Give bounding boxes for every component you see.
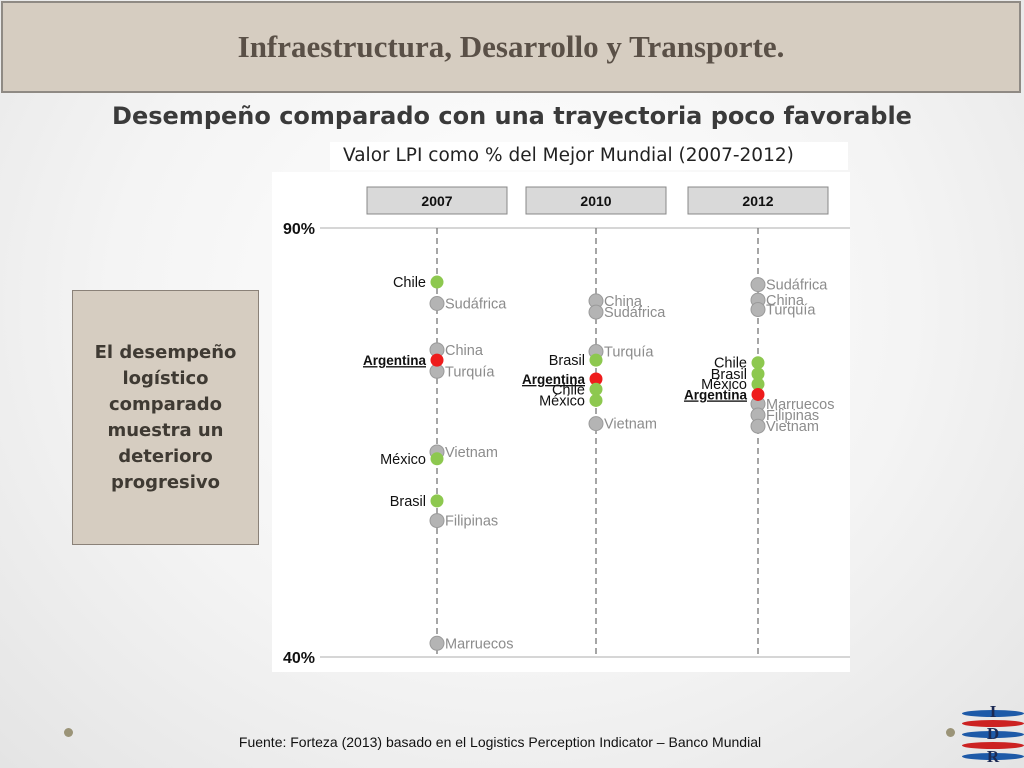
point-label-2007-brasil: Brasil bbox=[390, 494, 426, 510]
year-header-label-2012: 2012 bbox=[742, 193, 773, 209]
point-label-2012-sudafrica: Sudáfrica bbox=[766, 278, 828, 294]
year-header-label-2007: 2007 bbox=[421, 193, 452, 209]
point-label-2007-filipinas: Filipinas bbox=[445, 514, 498, 530]
point-2012-chile bbox=[751, 356, 765, 370]
point-label-2010-turquia: Turquía bbox=[604, 345, 654, 361]
point-2007-marruecos bbox=[429, 635, 445, 651]
title-bar: Infraestructura, Desarrollo y Transporte… bbox=[1, 1, 1021, 93]
point-label-2007-vietnam: Vietnam bbox=[445, 445, 498, 461]
point-2007-sudafrica bbox=[429, 296, 445, 312]
point-2012-vietnam bbox=[750, 418, 766, 434]
bullet-dot-right bbox=[946, 728, 955, 737]
side-note-text: El desempeño logístico comparado muestra… bbox=[94, 341, 237, 493]
point-label-2010-vietnam: Vietnam bbox=[604, 417, 657, 433]
point-label-2012-turquia: Turquía bbox=[766, 303, 816, 319]
year-header-2010 bbox=[525, 186, 667, 215]
point-2010-mexico bbox=[589, 393, 603, 407]
point-label-2012-vietnam: Vietnam bbox=[766, 419, 819, 435]
bullet-dot-left bbox=[64, 728, 73, 737]
point-label-2012-marruecos: Marruecos bbox=[766, 397, 835, 413]
point-label-2010-chile: Chile bbox=[552, 382, 585, 398]
point-2012-sudafrica bbox=[750, 277, 766, 293]
point-label-2010-china: China bbox=[604, 294, 643, 310]
point-label-2007-sudafrica: Sudáfrica bbox=[445, 297, 507, 313]
point-2007-mexico bbox=[430, 452, 444, 466]
point-2010-chile bbox=[589, 382, 603, 396]
point-2010-sudafrica bbox=[588, 304, 604, 320]
point-2012-argentina bbox=[751, 387, 765, 401]
point-2012-turquia bbox=[750, 302, 766, 318]
y-tick-label-40: 40% bbox=[283, 650, 315, 667]
year-header-2007 bbox=[366, 186, 508, 215]
point-label-2012-argentina: Argentina bbox=[684, 387, 747, 402]
point-label-2007-mexico: México bbox=[380, 452, 426, 468]
point-2007-chile bbox=[430, 275, 444, 289]
point-2007-argentina bbox=[430, 353, 444, 367]
logo-letter-i: I bbox=[989, 704, 997, 721]
point-2010-brasil bbox=[589, 353, 603, 367]
page-title: Infraestructura, Desarrollo y Transporte… bbox=[237, 29, 785, 64]
point-label-2012-chile: Chile bbox=[714, 356, 747, 372]
slide-subtitle: Desempeño comparado con una trayectoria … bbox=[112, 102, 912, 130]
point-label-2010-argentina: Argentina bbox=[522, 372, 585, 387]
point-2007-brasil bbox=[430, 494, 444, 508]
source-note: Fuente: Forteza (2013) basado en el Logi… bbox=[238, 734, 762, 750]
year-header-label-2010: 2010 bbox=[580, 193, 611, 209]
side-note-box: El desempeño logístico comparado muestra… bbox=[72, 290, 259, 545]
logo-letter-d: D bbox=[986, 724, 1000, 743]
point-2012-mexico bbox=[751, 377, 765, 391]
y-tick-label-90: 90% bbox=[283, 221, 315, 238]
point-label-2012-mexico: México bbox=[701, 377, 747, 393]
point-label-2007-turquia: Turquía bbox=[445, 364, 495, 380]
year-header-2012 bbox=[687, 186, 829, 215]
point-label-2007-argentina: Argentina bbox=[363, 353, 426, 368]
point-label-2012-filipinas: Filipinas bbox=[766, 408, 819, 424]
point-label-2010-mexico: México bbox=[539, 393, 585, 409]
point-2012-brasil bbox=[751, 367, 765, 381]
point-label-2010-sudafrica: Sudáfrica bbox=[604, 305, 666, 321]
point-2010-vietnam bbox=[588, 416, 604, 432]
point-2010-argentina bbox=[589, 372, 603, 386]
point-label-2007-marruecos: Marruecos bbox=[445, 636, 514, 652]
point-label-2007-chile: Chile bbox=[393, 275, 426, 291]
logo-letter-r: R bbox=[986, 747, 1000, 766]
chart-title: Valor LPI como % del Mejor Mundial (2007… bbox=[330, 142, 848, 170]
point-label-2012-china: China bbox=[766, 293, 805, 309]
point-label-2012-brasil: Brasil bbox=[711, 367, 747, 383]
point-label-2007-china: China bbox=[445, 343, 484, 359]
point-label-2010-brasil: Brasil bbox=[549, 353, 585, 369]
point-2007-filipinas bbox=[429, 513, 445, 529]
idr-logo: I D R bbox=[962, 704, 1024, 768]
